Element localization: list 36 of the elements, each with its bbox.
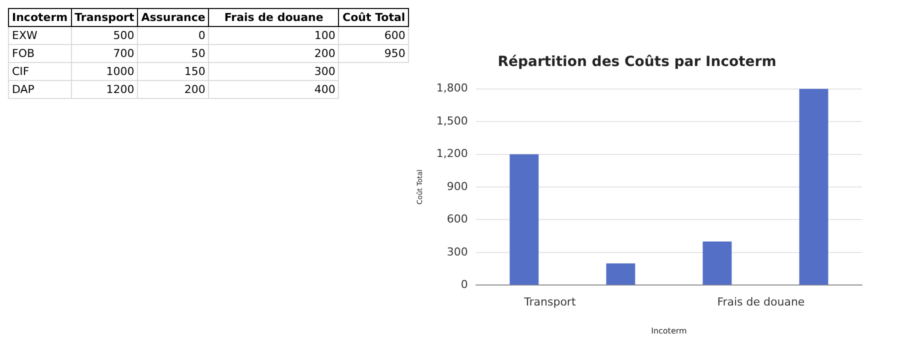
category-label: FOB [12,47,35,60]
text: 600 [384,29,406,42]
y-tick-label: 300 [446,245,468,258]
category-label: DAP [12,83,34,96]
category-label: CIF [12,65,30,78]
text: 0 [198,29,206,42]
category-label: Transport [71,8,138,26]
bar [510,154,539,285]
bar [702,242,732,285]
text: 150 [184,65,206,78]
text: 1200 [106,83,134,96]
y-tick-label: 1,500 [436,114,468,128]
category-label: Assurance [138,8,209,26]
text: 700 [113,47,134,60]
y-tick-label: 600 [446,212,468,226]
y-tick-label: 0 [460,278,468,292]
bar [799,88,828,285]
text: 500 [113,29,134,42]
text: 100 [314,29,336,42]
text: 1000 [106,65,134,78]
category-label: Coût Total [338,8,409,26]
text: 50 [191,47,206,60]
bar [606,263,636,285]
text: 200 [184,83,206,96]
y-tick-label: 1,800 [436,82,468,95]
text: 400 [314,83,336,96]
text: 950 [384,47,406,60]
text: Incoterm [8,8,72,26]
y-tick-label: 1,200 [436,147,468,160]
x-axis-title: Incoterm [651,326,688,336]
category-label: Frais de douane [208,8,339,26]
text: 300 [314,65,336,78]
y-tick-label: 900 [446,180,468,193]
text: 200 [314,47,336,60]
chart-title: Répartition des Coûts par Incoterm [498,54,776,70]
category-label: EXW [12,29,38,42]
